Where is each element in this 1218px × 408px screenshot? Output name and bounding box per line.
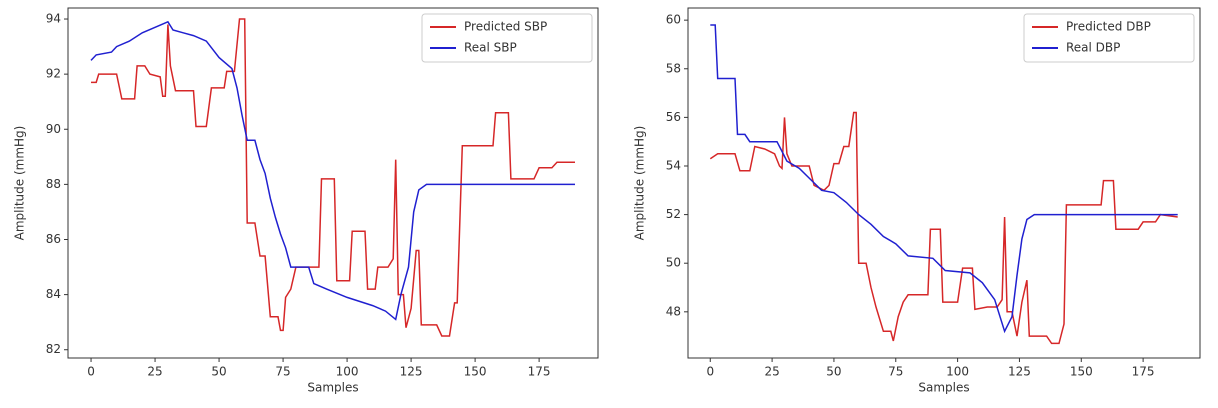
y-tick-label: 58 xyxy=(666,61,681,75)
legend-box xyxy=(421,13,593,63)
y-tick-label: 86 xyxy=(46,232,61,246)
x-tick-label: 100 xyxy=(946,365,969,379)
x-axis-label: Samples xyxy=(918,381,969,395)
x-tick-label: 50 xyxy=(826,365,841,379)
y-axis-label: Amplitude (mmHg) xyxy=(13,126,27,241)
legend-label: Predicted SBP xyxy=(464,20,547,34)
y-tick-label: 56 xyxy=(666,110,681,124)
y-tick-label: 94 xyxy=(46,12,61,26)
plot-frame xyxy=(67,7,599,359)
data-line xyxy=(710,24,1178,334)
y-tick-label: 92 xyxy=(46,67,61,81)
legend-label: Real SBP xyxy=(464,41,517,55)
x-tick-label: 175 xyxy=(1132,365,1155,379)
y-tick-label: 82 xyxy=(46,342,61,356)
legend-box xyxy=(1023,13,1195,63)
data-line xyxy=(709,111,1178,345)
x-tick-label: 50 xyxy=(211,365,226,379)
x-tick-label: 125 xyxy=(400,365,423,379)
x-tick-label: 25 xyxy=(147,365,162,379)
y-tick-label: 60 xyxy=(666,13,681,27)
x-tick-label: 100 xyxy=(336,365,359,379)
x-tick-label: 175 xyxy=(528,365,551,379)
plot-frame xyxy=(687,7,1201,359)
x-tick-label: 125 xyxy=(1008,365,1031,379)
y-tick-label: 50 xyxy=(666,256,681,270)
x-tick-label: 150 xyxy=(1070,365,1093,379)
y-tick-label: 84 xyxy=(46,287,61,301)
y-tick-label: 48 xyxy=(666,304,681,318)
x-tick-label: 75 xyxy=(275,365,290,379)
y-tick-label: 54 xyxy=(666,158,681,172)
x-tick-label: 25 xyxy=(764,365,779,379)
y-axis-label: Amplitude (mmHg) xyxy=(633,126,647,241)
x-tick-label: 0 xyxy=(706,365,714,379)
x-tick-label: 75 xyxy=(888,365,903,379)
x-tick-label: 0 xyxy=(87,365,95,379)
y-tick-label: 90 xyxy=(46,122,61,136)
y-tick-label: 88 xyxy=(46,177,61,191)
x-tick-label: 150 xyxy=(464,365,487,379)
data-line xyxy=(90,20,575,321)
legend-label: Real DBP xyxy=(1066,41,1120,55)
x-axis-label: Samples xyxy=(307,381,358,395)
y-tick-label: 52 xyxy=(666,207,681,221)
data-line xyxy=(91,18,575,337)
legend-label: Predicted DBP xyxy=(1066,20,1151,34)
